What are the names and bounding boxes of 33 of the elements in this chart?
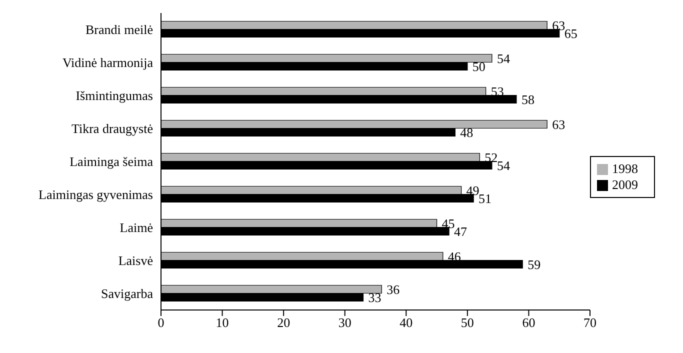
data-label: 36 <box>386 282 400 297</box>
data-label: 59 <box>528 256 541 272</box>
y-tick-label: Išmintingumas <box>76 88 153 104</box>
y-tick-label: Tikra draugystė <box>72 121 154 136</box>
data-label: 54 <box>496 158 510 173</box>
x-tick-label: 10 <box>216 315 229 330</box>
y-tick-label: Vidinė harmonija <box>62 55 154 70</box>
x-tick-label: 40 <box>400 315 413 330</box>
data-label: 49 <box>466 182 480 198</box>
data-label: 54 <box>496 50 510 66</box>
data-label: 50 <box>472 58 486 74</box>
data-label: 63 <box>552 116 566 132</box>
data-label: 33 <box>368 290 382 305</box>
y-tick-label: Laimė <box>120 220 154 236</box>
x-tick-label: 30 <box>338 315 352 330</box>
x-tick-label: 50 <box>460 315 474 330</box>
y-tick-label: Brandi meilė <box>85 22 154 38</box>
x-tick-label: 0 <box>158 315 164 330</box>
x-tick-label: 60 <box>522 315 536 330</box>
data-label: 48 <box>460 124 474 140</box>
data-label: 65 <box>564 26 578 41</box>
x-tick-label: 20 <box>277 315 290 330</box>
data-label: 45 <box>442 216 455 231</box>
y-tick-label: Laisvė <box>118 253 154 268</box>
legend-label: 2009 <box>612 176 638 192</box>
data-label: 47 <box>454 224 468 239</box>
y-tick-label: Laiminga šeima <box>70 154 154 170</box>
y-tick-label: Laimingas gyvenimas <box>38 187 153 202</box>
y-tick-label: Savigarba <box>101 286 154 302</box>
data-label: 58 <box>521 92 534 107</box>
x-tick-label: 70 <box>584 315 596 330</box>
legend-label: 1998 <box>612 160 638 176</box>
data-label: 51 <box>478 190 492 206</box>
